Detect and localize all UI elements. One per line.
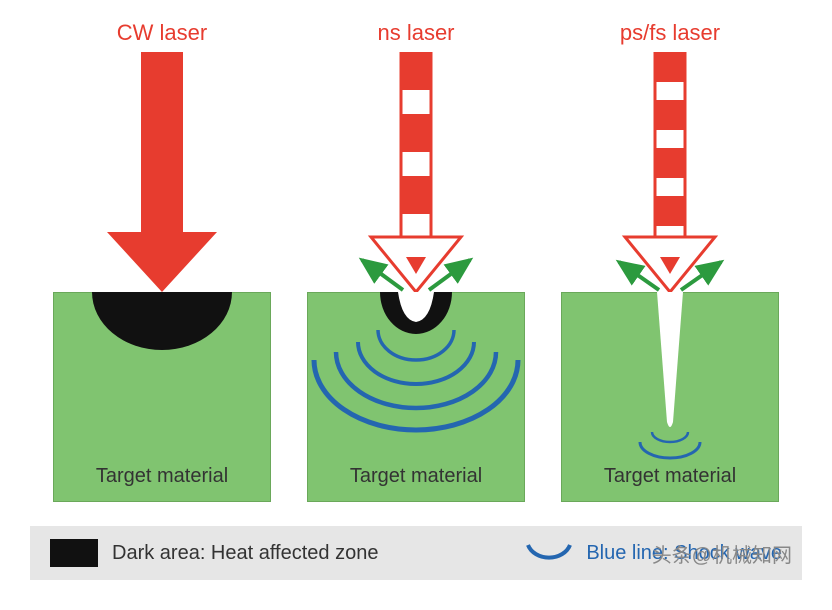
label-psfs: ps/fs laser [620,20,720,46]
material-label-cw: Target material [53,465,271,488]
material-label-ns: Target material [307,465,525,488]
label-cw: CW laser [117,20,207,46]
arrow-zone-ns [304,52,528,292]
legend-dark-text: Dark area: Heat affected zone [112,542,378,565]
arrow-zone-psfs [558,52,782,292]
panel-cw: CW laser Target material [50,20,274,502]
material-block-cw: Target material [53,292,271,502]
panels-row: CW laser Target material ns laser [0,0,832,502]
cw-arrow-icon [82,52,242,292]
material-block-ns: Target material [307,292,525,502]
panel-psfs: ps/fs laser [558,20,782,502]
material-label-psfs: Target material [561,465,779,488]
arrow-zone-cw [50,52,274,292]
legend-dark-swatch [50,539,98,567]
material-block-psfs: Target material [561,292,779,502]
panel-ns: ns laser [304,20,528,502]
watermark-text: 头条@机械知网 [652,539,792,568]
legend-blue-swatch [526,541,572,565]
label-ns: ns laser [377,20,454,46]
